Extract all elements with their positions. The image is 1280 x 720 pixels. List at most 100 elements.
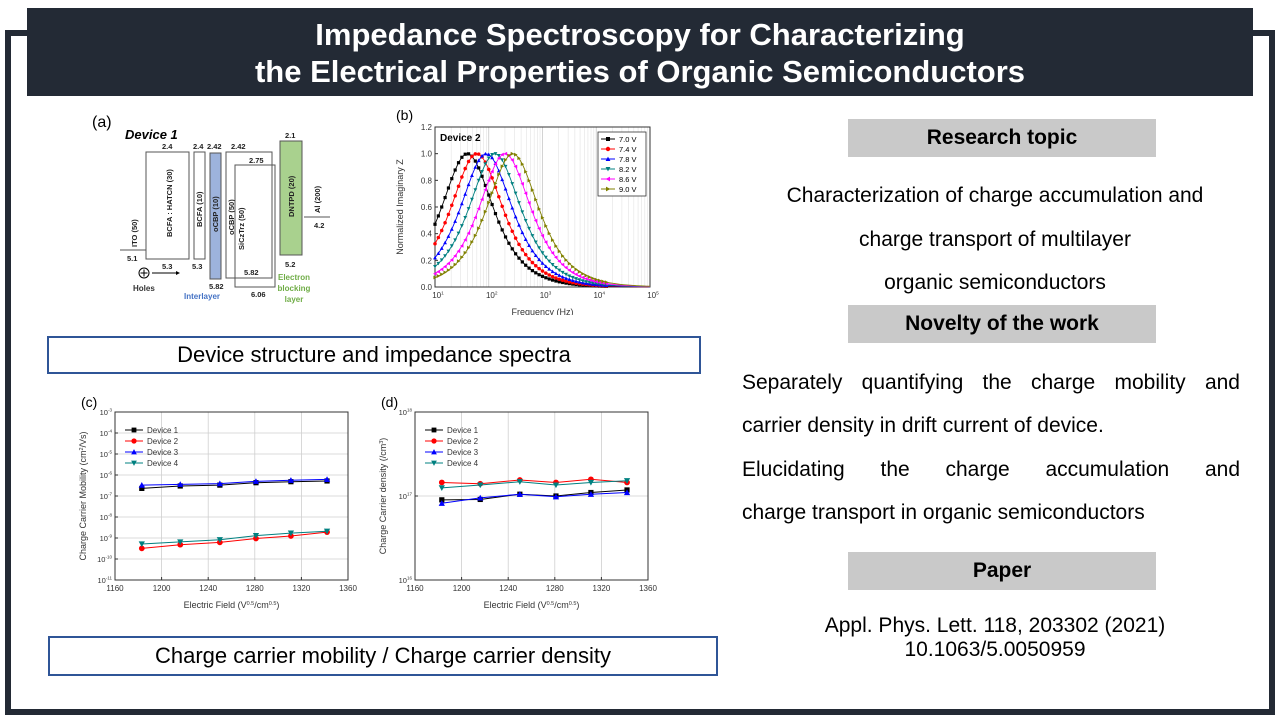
data-point	[459, 224, 464, 228]
data-point	[486, 156, 491, 161]
dntpd-homo: 5.2	[285, 260, 295, 269]
y-axis-label: Charge Carrier density (/cm3)	[378, 438, 388, 555]
data-point	[552, 493, 560, 500]
x-tick-label: 102	[486, 290, 498, 300]
x-axis-label: Frequency (Hz)	[511, 307, 573, 315]
data-point	[564, 279, 568, 283]
ocbp-interlayer-lumo: 2.42	[207, 142, 222, 151]
x-tick-label: 1160	[406, 584, 424, 593]
data-point	[466, 207, 471, 211]
data-point	[554, 271, 558, 276]
y-tick-label: 10-8	[100, 513, 113, 522]
y-tick-label: 10-9	[100, 534, 113, 543]
legend-label: Device 1	[447, 426, 479, 435]
data-point	[473, 233, 478, 238]
data-point	[537, 207, 542, 211]
data-point	[503, 187, 508, 191]
device-diagram: (a) Device 1 5.1 ITO (50) BCFA : HATCN (…	[92, 114, 330, 304]
data-point	[433, 241, 437, 246]
data-point	[436, 214, 440, 218]
data-point	[456, 249, 461, 254]
data-point	[567, 274, 572, 278]
data-point	[436, 274, 441, 278]
bcfa-hatcn-lumo: 2.4	[162, 142, 173, 151]
data-point	[524, 169, 528, 174]
series-line	[141, 531, 328, 549]
chart-title: Device 2	[440, 133, 481, 144]
layer-ocbp-interlayer	[209, 152, 222, 280]
data-point	[560, 278, 565, 283]
data-point	[550, 269, 555, 274]
y-tick-label: 10-3	[100, 408, 113, 417]
data-point	[507, 221, 511, 226]
data-point	[453, 262, 458, 267]
data-point	[530, 248, 535, 253]
data-point	[252, 533, 260, 539]
legend-marker	[431, 438, 437, 444]
data-point	[500, 164, 505, 169]
data-point	[500, 152, 504, 157]
y-tick-label: 0.2	[421, 256, 433, 265]
data-point	[520, 230, 525, 235]
caption-device-structure: Device structure and impedance spectra	[47, 336, 701, 374]
data-point	[483, 162, 488, 166]
data-point	[520, 210, 525, 214]
data-point	[560, 274, 565, 279]
data-point	[550, 278, 555, 282]
data-point	[453, 253, 457, 258]
data-point	[581, 271, 585, 276]
data-point	[557, 249, 562, 254]
data-point	[527, 226, 531, 231]
data-point	[510, 182, 515, 186]
x-tick-label: 1320	[293, 584, 311, 593]
x-tick-label: 1360	[639, 584, 657, 593]
data-point	[547, 267, 552, 271]
data-point	[530, 269, 535, 273]
data-point	[513, 214, 518, 219]
data-point	[486, 152, 491, 157]
data-point	[527, 243, 531, 247]
data-point	[517, 256, 521, 260]
data-point	[533, 218, 538, 223]
data-point	[177, 481, 184, 487]
data-point	[570, 278, 575, 283]
data-point	[540, 233, 545, 238]
data-point	[446, 249, 451, 254]
data-point	[574, 272, 578, 277]
title-bar: Impedance Spectroscopy for Characterizin…	[27, 8, 1253, 96]
blocking-layer-label: Electron blocking layer	[278, 273, 311, 304]
legend-marker	[431, 460, 437, 466]
data-point	[507, 153, 511, 158]
data-point	[323, 476, 331, 482]
paper-doi: 10.1063/5.0050959	[904, 638, 1086, 661]
data-point	[506, 196, 511, 201]
data-point	[466, 182, 471, 187]
legend-marker	[606, 186, 611, 192]
y-tick-label: 10-10	[97, 555, 112, 564]
data-point	[473, 159, 477, 163]
data-point	[514, 252, 518, 256]
data-point	[554, 255, 558, 260]
legend-label: Device 1	[147, 426, 179, 435]
data-point	[584, 276, 588, 281]
holes-indicator: Holes	[133, 267, 180, 293]
data-point	[439, 497, 445, 503]
legend-marker	[131, 449, 137, 455]
data-point	[550, 274, 555, 279]
data-point	[138, 545, 145, 552]
data-point	[537, 226, 541, 231]
data-point	[533, 253, 538, 258]
data-point	[543, 264, 548, 268]
data-point	[571, 264, 575, 269]
series-device4	[438, 478, 631, 491]
data-point	[540, 261, 545, 265]
data-point	[520, 248, 525, 252]
data-point	[436, 251, 441, 255]
data-point	[534, 197, 538, 202]
x-tick-label: 104	[593, 290, 605, 300]
data-point	[470, 197, 474, 202]
data-point	[456, 161, 461, 165]
data-point	[446, 261, 451, 266]
data-point	[601, 279, 605, 284]
al-value: 4.2	[314, 221, 324, 230]
